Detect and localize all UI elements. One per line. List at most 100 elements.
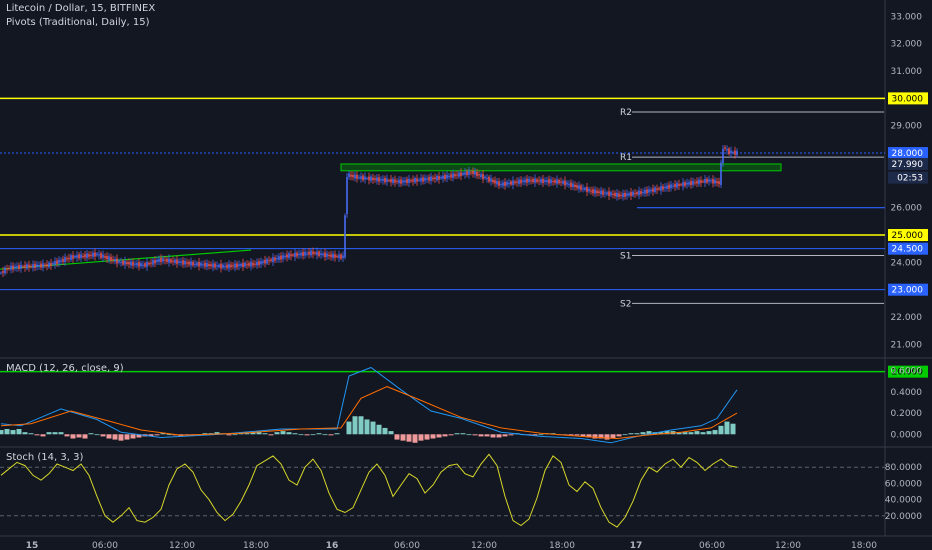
- macd-histogram-bar: [574, 434, 580, 436]
- candle: [228, 263, 230, 269]
- candle: [36, 264, 38, 267]
- time-tick-label: 17: [630, 541, 643, 550]
- candle: [410, 180, 412, 182]
- candle: [142, 264, 144, 266]
- candle: [684, 182, 686, 186]
- candle: [476, 171, 478, 176]
- candle: [74, 256, 76, 258]
- candle: [80, 254, 82, 258]
- candle: [188, 261, 190, 265]
- price-badge: [888, 365, 928, 378]
- candle: [248, 263, 250, 266]
- stoch-tick-label: 60.0000: [885, 479, 922, 489]
- candle: [586, 187, 588, 192]
- macd-tick-label: 0.0000: [891, 430, 923, 440]
- macd-histogram-bar: [262, 433, 268, 435]
- candle: [568, 183, 570, 185]
- candle: [64, 257, 66, 263]
- macd-histogram-bar: [82, 434, 88, 439]
- candle: [462, 172, 464, 175]
- time-tick-label: 06:00: [394, 541, 420, 550]
- candle: [272, 257, 274, 263]
- macd-histogram-bar: [160, 433, 166, 435]
- candle: [314, 252, 316, 254]
- candle: [598, 191, 600, 193]
- candle: [662, 186, 664, 190]
- price-badge: [888, 242, 928, 255]
- macd-histogram-bar: [490, 434, 496, 438]
- price-badge: [888, 92, 928, 105]
- candle: [346, 177, 348, 214]
- candle: [668, 184, 670, 189]
- candle: [130, 261, 132, 266]
- candle: [276, 258, 278, 260]
- macd-histogram-bar: [64, 434, 70, 437]
- candle: [472, 170, 474, 175]
- macd-histogram-bar: [406, 434, 412, 442]
- candle: [218, 264, 220, 268]
- candle: [114, 259, 116, 262]
- candle: [508, 182, 510, 184]
- candle: [360, 176, 362, 179]
- macd-histogram-bar: [388, 431, 394, 435]
- candle: [196, 262, 198, 266]
- candle: [686, 182, 688, 185]
- candle: [222, 264, 224, 268]
- candle: [78, 254, 80, 259]
- candle: [280, 255, 282, 260]
- candle: [370, 176, 372, 181]
- macd-histogram-bar: [328, 434, 334, 436]
- candle: [174, 259, 176, 264]
- candle: [634, 193, 636, 195]
- macd-histogram-bar: [316, 433, 322, 435]
- candle: [480, 174, 482, 177]
- signal-line: [0, 386, 738, 440]
- macd-histogram-bar: [592, 434, 598, 439]
- candle: [548, 179, 550, 184]
- price-tick-label: 29.000: [891, 122, 923, 132]
- macd-histogram-bar: [508, 434, 514, 436]
- macd-histogram-bar: [436, 434, 442, 438]
- candle: [422, 177, 424, 182]
- macd-histogram-bar: [100, 434, 106, 437]
- candle: [442, 175, 444, 179]
- candle: [378, 177, 380, 182]
- macd-histogram-bar: [394, 434, 400, 440]
- candle: [84, 254, 86, 258]
- candle: [572, 183, 574, 188]
- macd-histogram-bar: [496, 434, 502, 438]
- candle: [444, 174, 446, 179]
- candle: [284, 256, 286, 258]
- macd-histogram-bar: [430, 434, 436, 439]
- candle: [582, 188, 584, 190]
- candle: [226, 264, 228, 268]
- macd-histogram-bar: [694, 431, 700, 435]
- candle: [58, 259, 60, 264]
- candle: [4, 267, 6, 274]
- candle: [676, 182, 678, 188]
- candle: [720, 162, 722, 186]
- price-axis: 33.00032.00031.00030.00029.00028.00027.0…: [885, 12, 928, 522]
- candle: [2, 270, 4, 273]
- candle: [690, 181, 692, 186]
- candle: [166, 258, 168, 262]
- pivot-label-s1: S1: [620, 252, 631, 262]
- candle: [150, 262, 152, 264]
- candle: [88, 254, 90, 257]
- candle: [120, 261, 122, 263]
- candle: [520, 179, 522, 184]
- candle: [10, 265, 12, 270]
- macd-histogram-bar: [658, 432, 664, 435]
- candle: [34, 263, 36, 268]
- candle: [288, 253, 290, 258]
- candle: [50, 262, 52, 266]
- candle: [386, 178, 388, 182]
- price-tick-label: 32.000: [891, 40, 923, 50]
- stoch-indicator-label: Stoch (14, 3, 3): [6, 452, 84, 463]
- price-badge: [888, 283, 928, 296]
- candle: [364, 176, 366, 180]
- candle: [18, 264, 20, 269]
- candle: [330, 254, 332, 258]
- macd-histogram-bar: [364, 419, 370, 435]
